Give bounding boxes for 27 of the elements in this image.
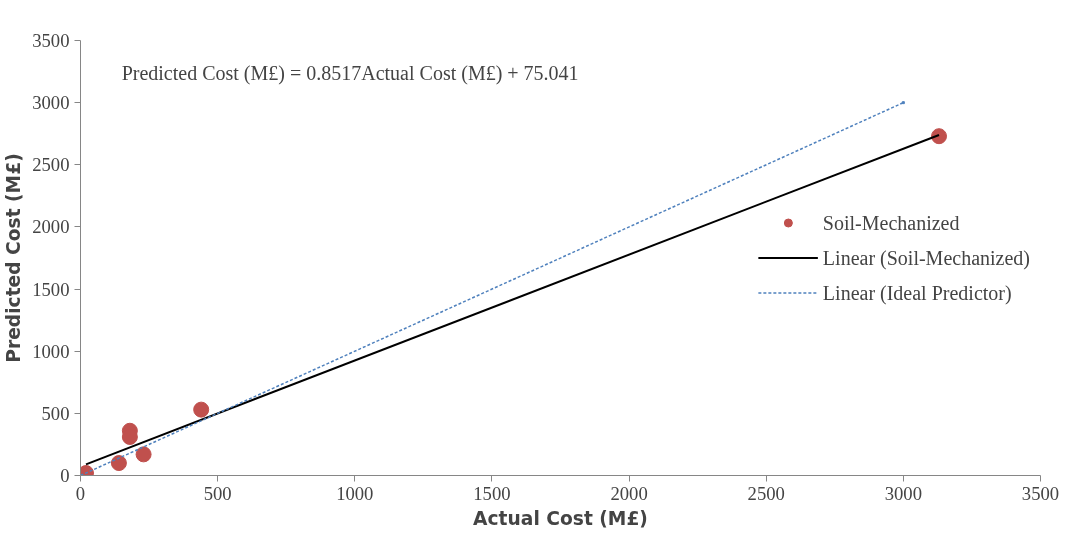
y-tick-label: 0	[60, 465, 70, 486]
y-tick-label: 1500	[32, 278, 70, 300]
y-tick-label: 3000	[32, 92, 70, 114]
x-tick-label: 2500	[747, 482, 785, 504]
y-tick-label: 1000	[32, 340, 70, 362]
x-tick-label: 0	[75, 482, 86, 504]
x-tick-label: 1500	[473, 482, 511, 504]
point	[110, 455, 127, 472]
point	[135, 446, 152, 463]
point	[193, 401, 210, 418]
legend-label: Linear (Soil-Mechanized)	[822, 246, 1030, 269]
point	[931, 128, 948, 145]
y-tick-label: 500	[41, 402, 70, 424]
x-tick-label: 3000	[884, 482, 923, 504]
y-tick-label: 2500	[32, 154, 70, 176]
x-tick-label: 1000	[336, 482, 374, 504]
y-axis-title: Predicted Cost (M£)	[3, 153, 25, 363]
legend-label: Soil-Mechanized	[822, 211, 960, 234]
x-tick-label: 500	[203, 482, 232, 504]
y-tick-label: 3500	[32, 30, 70, 51]
x-tick-label: 3500	[1021, 482, 1060, 504]
point	[901, 101, 905, 105]
legend-label: Linear (Ideal Predictor)	[822, 281, 1012, 304]
y-tick-label: 2000	[32, 216, 70, 238]
annotation: Predicted Cost (M£) = 0.8517Actual Cost (M£) + 75.041	[121, 62, 579, 85]
x-axis-title: Actual Cost (M£)	[473, 507, 648, 529]
x-tick-label: 2000	[610, 482, 648, 504]
